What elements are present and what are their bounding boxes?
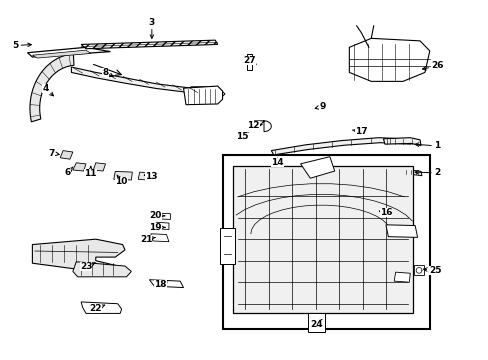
Polygon shape bbox=[32, 239, 125, 270]
Polygon shape bbox=[402, 169, 421, 176]
Text: 21: 21 bbox=[140, 235, 155, 244]
Polygon shape bbox=[71, 67, 210, 95]
Text: 20: 20 bbox=[149, 211, 164, 220]
Polygon shape bbox=[156, 213, 170, 220]
Text: 22: 22 bbox=[89, 304, 104, 313]
Polygon shape bbox=[385, 225, 417, 237]
Polygon shape bbox=[30, 54, 74, 122]
Polygon shape bbox=[151, 234, 168, 242]
Polygon shape bbox=[233, 166, 412, 313]
Polygon shape bbox=[183, 86, 222, 105]
Polygon shape bbox=[32, 50, 91, 58]
Polygon shape bbox=[393, 272, 409, 282]
Text: 3: 3 bbox=[148, 18, 155, 39]
Text: 15: 15 bbox=[235, 132, 248, 141]
Text: 18: 18 bbox=[154, 280, 167, 289]
Polygon shape bbox=[220, 228, 234, 264]
Polygon shape bbox=[157, 222, 168, 229]
Text: 11: 11 bbox=[84, 166, 97, 178]
Text: 14: 14 bbox=[271, 158, 284, 167]
Text: 12: 12 bbox=[246, 121, 262, 130]
Polygon shape bbox=[307, 313, 325, 332]
Text: 13: 13 bbox=[144, 172, 157, 181]
Polygon shape bbox=[93, 163, 105, 171]
Text: 7: 7 bbox=[49, 149, 59, 158]
Polygon shape bbox=[247, 54, 251, 69]
Text: 19: 19 bbox=[149, 223, 164, 232]
Text: 9: 9 bbox=[315, 102, 325, 111]
Text: 1: 1 bbox=[414, 141, 439, 150]
Polygon shape bbox=[138, 172, 157, 181]
Polygon shape bbox=[413, 265, 423, 275]
Polygon shape bbox=[190, 87, 224, 101]
Text: 4: 4 bbox=[42, 84, 53, 96]
Polygon shape bbox=[81, 302, 122, 314]
Text: 17: 17 bbox=[352, 127, 367, 136]
Polygon shape bbox=[149, 280, 183, 288]
Polygon shape bbox=[73, 163, 86, 171]
Text: 16: 16 bbox=[379, 208, 391, 217]
Polygon shape bbox=[254, 121, 271, 132]
Text: 10: 10 bbox=[115, 175, 127, 186]
Text: 6: 6 bbox=[65, 167, 73, 177]
Text: 27: 27 bbox=[243, 57, 256, 66]
Polygon shape bbox=[27, 47, 110, 57]
Polygon shape bbox=[73, 262, 131, 277]
Polygon shape bbox=[348, 39, 429, 81]
Text: 8: 8 bbox=[102, 68, 113, 77]
Text: 5: 5 bbox=[12, 41, 31, 50]
Text: 25: 25 bbox=[423, 266, 441, 275]
Polygon shape bbox=[383, 138, 420, 145]
Polygon shape bbox=[60, 150, 73, 159]
Polygon shape bbox=[114, 171, 132, 180]
Polygon shape bbox=[300, 157, 334, 178]
Text: 24: 24 bbox=[310, 320, 322, 329]
Bar bbox=[222, 155, 429, 329]
Polygon shape bbox=[81, 40, 217, 49]
Text: 26: 26 bbox=[422, 62, 443, 71]
Text: 23: 23 bbox=[80, 262, 95, 271]
Text: 2: 2 bbox=[414, 168, 439, 177]
Polygon shape bbox=[271, 138, 410, 155]
